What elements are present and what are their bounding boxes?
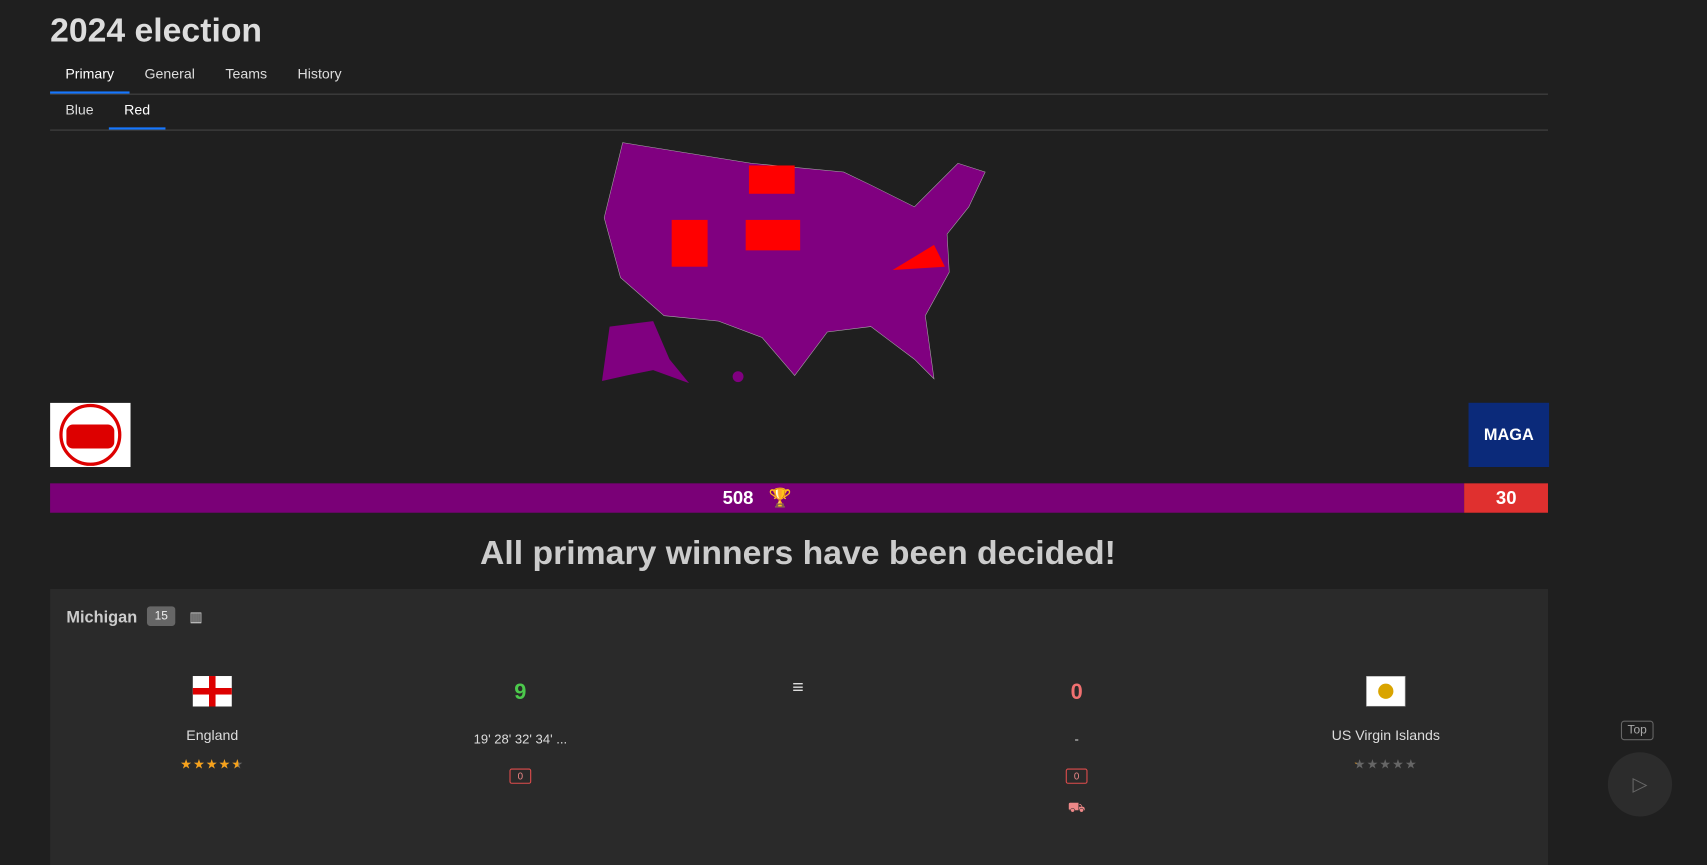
message: All primary winners have been decided!: [480, 533, 1116, 572]
menu-icon[interactable]: ≡: [792, 676, 804, 698]
state: Michigan: [66, 608, 138, 628]
badge: 0: [509, 768, 531, 784]
score-label: 30: [1495, 487, 1517, 508]
title: 2024 election: [50, 10, 263, 49]
state-won[interactable]: [745, 219, 801, 251]
left-score: 508 🏆: [50, 483, 1465, 513]
score-bar: 508 🏆 30: [50, 483, 1548, 513]
score: 0: [1070, 680, 1083, 705]
subtab[interactable]: Blue: [65, 101, 94, 118]
flag: [1365, 675, 1406, 708]
away: US Virgin Islands ★★★★★★★★★★: [1299, 675, 1473, 772]
count: 15: [146, 606, 176, 626]
tab[interactable]: Teams: [225, 65, 268, 82]
goal-times: 19' 28' 32' 34' ...: [473, 731, 568, 747]
state-won[interactable]: [671, 219, 708, 267]
badge: 0: [1066, 768, 1087, 784]
top-button[interactable]: Top: [1620, 720, 1654, 741]
subtab[interactable]: Red: [108, 93, 166, 130]
rating: ★★★★★★★★★★: [1353, 756, 1418, 772]
maga-logo: MAGA: [1468, 402, 1550, 468]
stats-icon[interactable]: ▥: [189, 608, 203, 625]
rating: ★★★★★★★★★★: [180, 756, 245, 772]
alaska[interactable]: [601, 321, 690, 384]
tab[interactable]: General: [144, 65, 195, 82]
tab[interactable]: History: [297, 65, 342, 82]
score: 9: [514, 680, 527, 705]
goal-times: -: [1074, 731, 1079, 747]
tabs: Primary General Teams History: [50, 57, 1548, 95]
flag: [192, 676, 232, 707]
team-name: US Virgin Islands: [1331, 727, 1440, 744]
rating-fill: ★★★★★: [1354, 757, 1357, 772]
ambulance-icon: ⛟: [1067, 799, 1086, 816]
score-label: 508: [722, 487, 754, 508]
states[interactable]: [603, 142, 986, 380]
subtabs: Blue Red: [50, 93, 1548, 131]
hawaii[interactable]: [732, 371, 744, 383]
match-card: Michigan 15 ▥ England ★★★★★★★★★★ 9 19' 2…: [50, 588, 1548, 865]
tab[interactable]: Primary: [50, 57, 130, 94]
us-map: [601, 142, 986, 384]
rating-fill: ★★★★★: [180, 756, 238, 772]
play-button[interactable]: ▷: [1607, 752, 1673, 817]
home: England ★★★★★★★★★★: [125, 676, 299, 772]
state-won[interactable]: [892, 244, 945, 270]
right-score: 30: [1464, 483, 1548, 513]
home-score: 9 19' 28' 32' 34' ... 0: [433, 680, 607, 784]
away-score: 0 - 0 ⛟: [990, 680, 1164, 818]
state-won[interactable]: [748, 165, 795, 194]
team-name: England: [186, 727, 239, 744]
gop-logo: [50, 402, 131, 468]
logo-text: MAGA: [1483, 425, 1534, 445]
